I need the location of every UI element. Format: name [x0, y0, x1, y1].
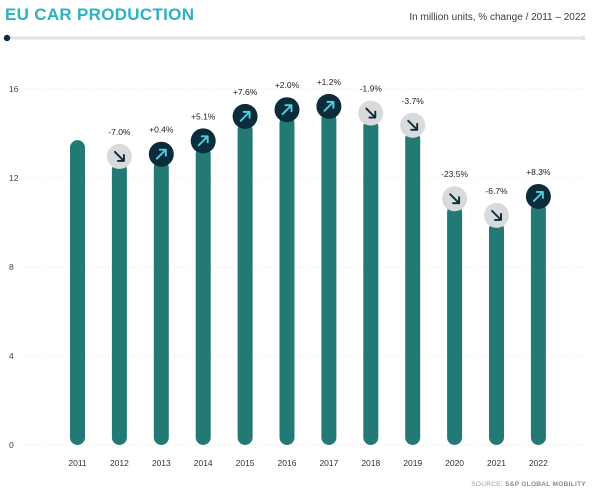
x-tick-label: 2011 — [68, 458, 87, 468]
bar — [447, 204, 463, 445]
arrow-up-right-icon — [239, 110, 251, 122]
x-tick-label: 2018 — [361, 458, 380, 468]
x-tick-label: 2013 — [152, 458, 171, 468]
bar — [279, 115, 295, 445]
arrow-up-right-icon — [281, 104, 293, 116]
bar — [405, 131, 421, 445]
x-tick-label: 2015 — [236, 458, 255, 468]
arrow-down-right-icon — [491, 209, 502, 221]
change-label: -23.5% — [441, 169, 468, 179]
x-tick-label: 2014 — [194, 458, 213, 468]
y-tick-label: 12 — [9, 173, 19, 183]
bar — [363, 119, 379, 445]
chart-subtitle: In million units, % change / 2011 – 2022 — [409, 12, 586, 23]
change-label: +8.3% — [526, 167, 551, 177]
timeline-start-dot — [3, 34, 11, 42]
timeline-end-dot — [580, 35, 586, 41]
change-label: +0.4% — [149, 125, 174, 135]
bar — [530, 202, 546, 445]
source-prefix: SOURCE: — [471, 481, 506, 488]
y-tick-label: 0 — [9, 440, 14, 450]
bar — [237, 122, 253, 445]
arrow-up-right-icon — [197, 135, 209, 147]
x-tick-label: 2022 — [529, 458, 548, 468]
arrow-down-right-icon — [407, 119, 419, 131]
y-tick-label: 8 — [9, 262, 14, 272]
x-tick-label: 2020 — [445, 458, 464, 468]
change-label: -1.9% — [360, 84, 383, 94]
bar — [70, 140, 85, 446]
x-tick-label: 2016 — [278, 458, 297, 468]
bar — [195, 146, 211, 445]
arrow-up-right-icon — [323, 100, 335, 112]
change-label: +1.2% — [317, 77, 342, 87]
bar — [153, 160, 169, 445]
bar — [489, 221, 504, 445]
x-tick-label: 2021 — [487, 458, 506, 468]
change-label: +2.0% — [275, 80, 300, 90]
y-tick-label: 16 — [9, 84, 19, 94]
x-tick-label: 2017 — [319, 458, 338, 468]
bar — [321, 112, 337, 446]
change-label: +7.6% — [233, 87, 258, 97]
arrow-down-right-icon — [449, 193, 461, 205]
x-tick-label: 2012 — [110, 458, 129, 468]
x-tick-label: 2019 — [403, 458, 422, 468]
source-credit: SOURCE: S&P GLOBAL MOBILITY — [471, 481, 586, 488]
arrow-down-right-icon — [113, 150, 125, 162]
change-label: -6.7% — [485, 186, 508, 196]
arrow-down-right-icon — [365, 107, 377, 119]
change-label: +5.1% — [191, 111, 216, 121]
arrow-up-right-icon — [532, 191, 544, 202]
change-label: -7.0% — [108, 127, 131, 137]
y-tick-label: 4 — [9, 351, 14, 361]
arrow-up-right-icon — [155, 148, 167, 160]
chart-title: EU CAR PRODUCTION — [5, 5, 195, 24]
change-label: -3.7% — [402, 96, 425, 106]
source-name: S&P GLOBAL MOBILITY — [505, 481, 586, 488]
bar — [111, 162, 127, 446]
